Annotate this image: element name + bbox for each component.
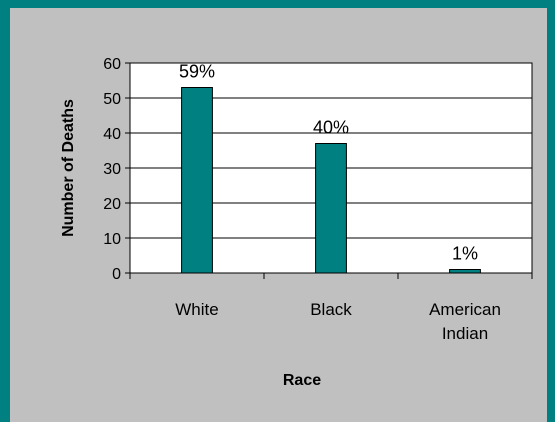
y-tick-label: 60 [103, 56, 121, 73]
y-tick-label: 40 [103, 126, 121, 143]
category-label: White [175, 300, 218, 319]
data-label: 59% [179, 62, 215, 82]
data-label: 40% [313, 118, 349, 138]
y-tick-label: 10 [103, 231, 121, 248]
bar-white [181, 87, 213, 274]
y-axis-title: Number of Deaths [60, 99, 77, 237]
bars [181, 87, 481, 274]
y-axis: 0 10 20 30 40 50 60 [103, 56, 131, 283]
bar-black [315, 143, 347, 274]
x-axis-title: Race [283, 372, 321, 389]
category-label: American [429, 300, 501, 319]
category-label: Black [310, 300, 352, 319]
bar-american-indian [449, 269, 481, 274]
data-labels: 59% 40% 1% [179, 62, 478, 264]
y-tick-label: 30 [103, 161, 121, 178]
y-tick-label: 0 [112, 266, 121, 283]
y-tick-label: 50 [103, 91, 121, 108]
data-label: 1% [452, 244, 478, 264]
category-label: Indian [442, 324, 488, 343]
x-axis: White Black American Indian [129, 272, 533, 343]
y-tick-label: 20 [103, 196, 121, 213]
